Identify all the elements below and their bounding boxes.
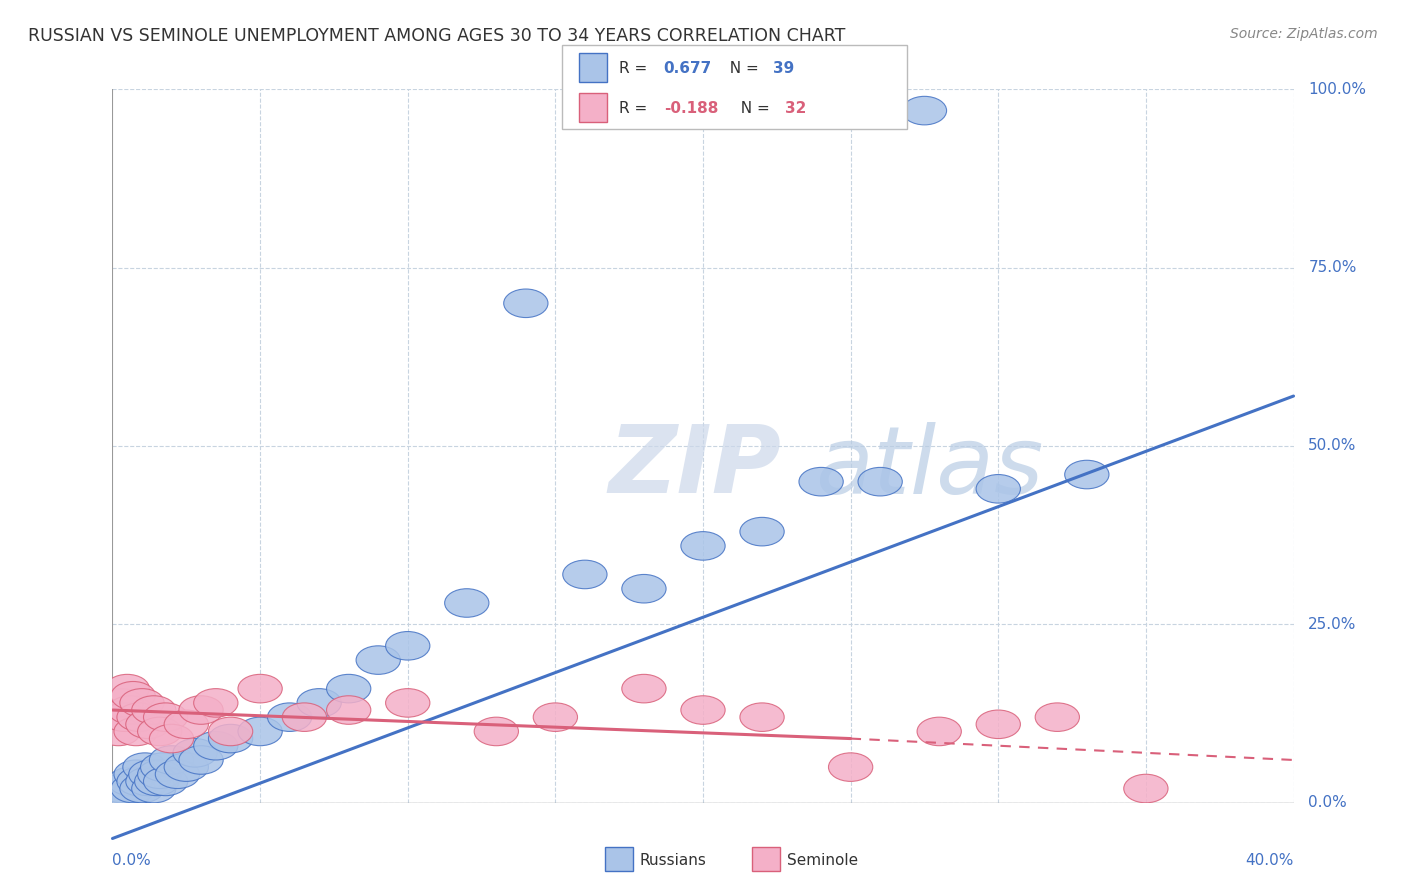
Ellipse shape — [621, 574, 666, 603]
Ellipse shape — [444, 589, 489, 617]
Ellipse shape — [194, 731, 238, 760]
Text: 100.0%: 100.0% — [1308, 82, 1367, 96]
Text: 50.0%: 50.0% — [1308, 439, 1357, 453]
Text: R =: R = — [619, 61, 652, 76]
Text: 0.677: 0.677 — [664, 61, 711, 76]
Ellipse shape — [122, 753, 167, 781]
Ellipse shape — [135, 767, 179, 796]
Text: N =: N = — [720, 61, 763, 76]
Ellipse shape — [799, 467, 844, 496]
Ellipse shape — [138, 760, 181, 789]
Ellipse shape — [100, 689, 143, 717]
Ellipse shape — [108, 696, 152, 724]
Ellipse shape — [740, 703, 785, 731]
Text: Source: ZipAtlas.com: Source: ZipAtlas.com — [1230, 27, 1378, 41]
Text: Russians: Russians — [640, 854, 707, 868]
Text: 0.0%: 0.0% — [112, 853, 152, 868]
Ellipse shape — [208, 717, 253, 746]
Ellipse shape — [1064, 460, 1109, 489]
Ellipse shape — [267, 703, 312, 731]
Text: 40.0%: 40.0% — [1246, 853, 1294, 868]
Ellipse shape — [562, 560, 607, 589]
Text: N =: N = — [731, 101, 775, 116]
Ellipse shape — [385, 689, 430, 717]
Ellipse shape — [681, 696, 725, 724]
Ellipse shape — [503, 289, 548, 318]
Ellipse shape — [385, 632, 430, 660]
Text: -0.188: -0.188 — [664, 101, 718, 116]
Ellipse shape — [194, 689, 238, 717]
Ellipse shape — [111, 681, 155, 710]
Ellipse shape — [179, 696, 224, 724]
Ellipse shape — [165, 753, 208, 781]
Ellipse shape — [297, 689, 342, 717]
Ellipse shape — [149, 746, 194, 774]
Ellipse shape — [326, 674, 371, 703]
Ellipse shape — [917, 717, 962, 746]
Ellipse shape — [474, 717, 519, 746]
Ellipse shape — [132, 774, 176, 803]
Ellipse shape — [740, 517, 785, 546]
Ellipse shape — [155, 760, 200, 789]
Ellipse shape — [165, 710, 208, 739]
Text: ZIP: ZIP — [609, 421, 782, 514]
Ellipse shape — [111, 774, 155, 803]
Text: RUSSIAN VS SEMINOLE UNEMPLOYMENT AMONG AGES 30 TO 34 YEARS CORRELATION CHART: RUSSIAN VS SEMINOLE UNEMPLOYMENT AMONG A… — [28, 27, 845, 45]
Ellipse shape — [103, 703, 146, 731]
Text: 75.0%: 75.0% — [1308, 260, 1357, 275]
Ellipse shape — [114, 760, 159, 789]
Ellipse shape — [138, 717, 181, 746]
Text: Seminole: Seminole — [787, 854, 859, 868]
Ellipse shape — [173, 739, 218, 767]
Text: R =: R = — [619, 101, 652, 116]
Ellipse shape — [1035, 703, 1080, 731]
Ellipse shape — [858, 467, 903, 496]
Ellipse shape — [108, 767, 152, 796]
Ellipse shape — [125, 710, 170, 739]
Text: 25.0%: 25.0% — [1308, 617, 1357, 632]
Ellipse shape — [976, 710, 1021, 739]
Ellipse shape — [179, 746, 224, 774]
Ellipse shape — [828, 753, 873, 781]
Ellipse shape — [356, 646, 401, 674]
Ellipse shape — [903, 96, 946, 125]
Text: 39: 39 — [773, 61, 794, 76]
Text: atlas: atlas — [815, 422, 1043, 513]
Text: 0.0%: 0.0% — [1308, 796, 1347, 810]
Ellipse shape — [283, 703, 326, 731]
Ellipse shape — [149, 724, 194, 753]
Ellipse shape — [117, 767, 162, 796]
Ellipse shape — [117, 703, 162, 731]
Text: 32: 32 — [785, 101, 806, 116]
Ellipse shape — [208, 724, 253, 753]
Ellipse shape — [132, 696, 176, 724]
Ellipse shape — [120, 689, 165, 717]
Ellipse shape — [976, 475, 1021, 503]
Ellipse shape — [533, 703, 578, 731]
Ellipse shape — [326, 696, 371, 724]
Ellipse shape — [143, 767, 188, 796]
Ellipse shape — [120, 774, 165, 803]
Ellipse shape — [129, 760, 173, 789]
Ellipse shape — [96, 717, 141, 746]
Ellipse shape — [681, 532, 725, 560]
Ellipse shape — [100, 774, 143, 803]
Ellipse shape — [114, 717, 159, 746]
Ellipse shape — [105, 674, 149, 703]
Ellipse shape — [1123, 774, 1168, 803]
Ellipse shape — [143, 703, 188, 731]
Ellipse shape — [621, 674, 666, 703]
Ellipse shape — [238, 717, 283, 746]
Ellipse shape — [238, 674, 283, 703]
Ellipse shape — [141, 753, 184, 781]
Ellipse shape — [105, 781, 149, 810]
Ellipse shape — [125, 767, 170, 796]
